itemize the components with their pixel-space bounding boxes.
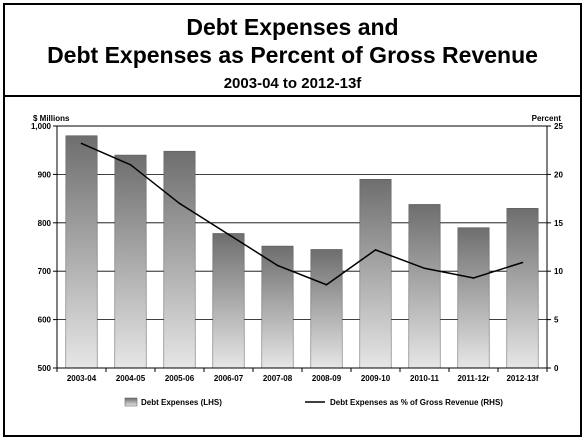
legend-swatch-bar [124,397,138,407]
title-block: Debt Expenses and Debt Expenses as Perce… [5,5,580,97]
line-point [129,163,132,166]
bar [310,249,343,369]
bar-series [65,135,539,369]
bar [65,135,98,369]
y-tick-label: 500 [38,364,52,373]
bar [506,208,539,369]
line-point [472,277,475,279]
x-tick-label: 2008-09 [312,374,342,383]
y2-tick-label: 15 [554,219,563,228]
line-point [325,283,328,286]
line-point [80,142,83,145]
axes: 1,000 900 800 700 600 500 25 20 15 10 5 0 2003-04 200… [31,122,563,383]
x-tick-label: 2005-06 [165,374,195,383]
chart-title: Debt Expenses and [186,14,399,40]
legend: Debt Expenses (LHS) Debt Expenses as % of… [124,397,503,407]
x-tick-label: 2010-11 [410,374,439,383]
x-tick-label: 2012-13f [506,374,538,383]
y-tick-label: 600 [38,316,52,325]
y-axis-label: $ Millions [33,114,70,123]
y2-tick-label: 25 [554,122,563,131]
y-tick-label: 800 [38,219,52,228]
y2-tick-label: 0 [554,364,559,373]
bar [163,150,196,369]
bar [408,204,441,369]
y-tick-label: 1,000 [31,122,52,131]
y2-tick-label: 10 [554,267,563,276]
y2-axis-label: Percent [532,114,562,123]
line-point [374,249,377,251]
line-point [423,267,426,270]
x-tick-label: 2006-07 [214,374,244,383]
bar [261,245,294,369]
chart-title-line2: Debt Expenses as Percent of Gross Revenu… [47,42,538,68]
x-tick-label: 2004-05 [116,374,146,383]
bar [359,178,392,369]
y-tick-label: 900 [38,170,52,179]
y2-tick-label: 5 [554,316,559,325]
y-tick-label: 700 [38,267,52,276]
line-point [178,202,181,205]
x-tick-label: 2007-08 [263,374,293,383]
x-tick-label: 2011-12r [457,374,489,383]
bar [114,154,147,369]
line-point [276,264,279,267]
bar [212,233,245,369]
y2-tick-label: 20 [554,170,563,179]
bar [457,227,490,369]
line-series [80,142,524,286]
chart-subtitle: 2003-04 to 2012-13f [223,75,362,92]
line-point [521,261,524,264]
x-tick-label: 2003-04 [67,374,97,383]
legend-label-bar: Debt Expenses (LHS) [141,398,222,407]
x-tick-label: 2009-10 [361,374,391,383]
legend-label-line: Debt Expenses as % of Gross Revenue (RHS… [330,398,503,407]
line-point [227,233,230,236]
series-line [81,142,523,286]
